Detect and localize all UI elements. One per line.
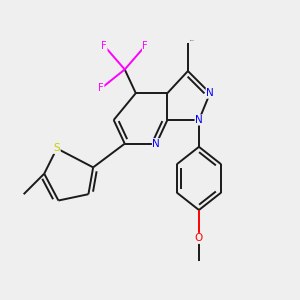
Text: O: O (195, 233, 203, 243)
Text: F: F (98, 83, 104, 93)
Text: N: N (195, 115, 203, 125)
Text: N: N (152, 139, 160, 149)
Text: N: N (206, 88, 214, 98)
Text: F: F (101, 41, 107, 51)
Text: F: F (142, 41, 148, 51)
Text: methyl: methyl (190, 40, 194, 41)
Text: S: S (53, 143, 60, 153)
